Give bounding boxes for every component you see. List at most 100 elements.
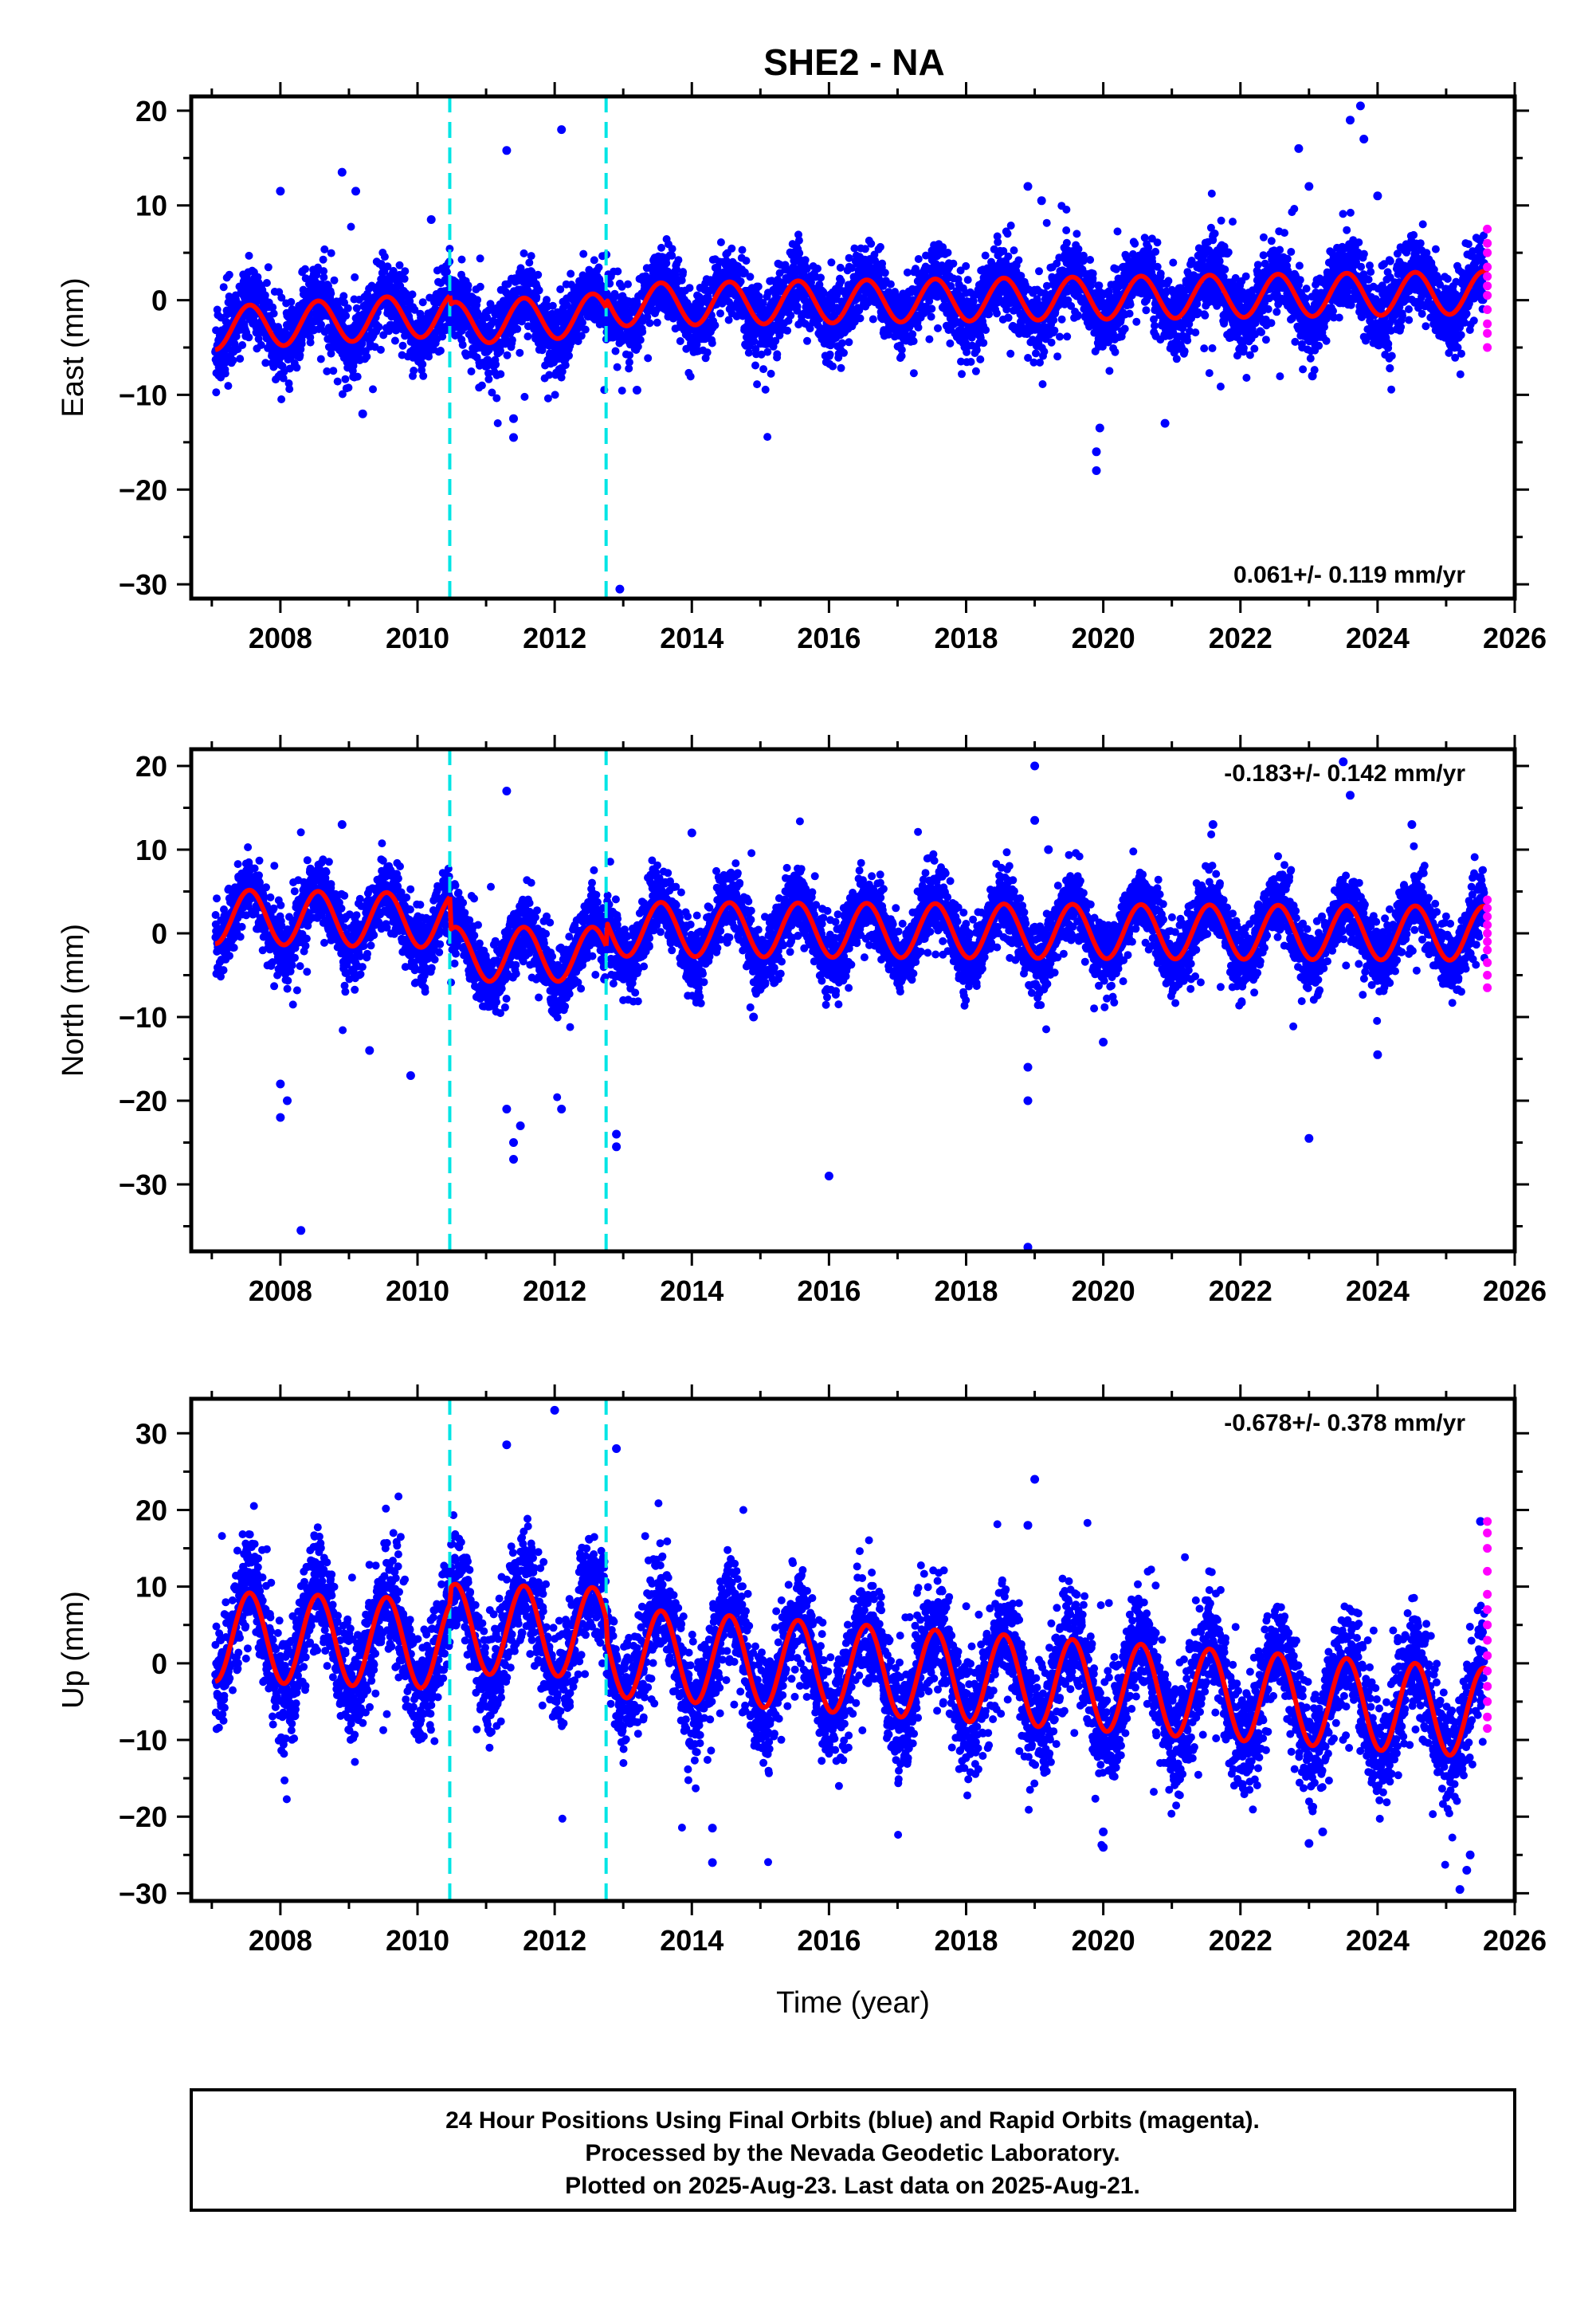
final-orbit-point — [754, 282, 763, 291]
final-orbit-point — [520, 249, 528, 257]
final-orbit-point — [527, 268, 536, 277]
final-orbit-point — [565, 351, 573, 360]
final-orbit-point — [224, 382, 233, 391]
final-orbit-point — [280, 367, 288, 376]
final-orbit-point — [395, 261, 404, 269]
final-orbit-point — [927, 304, 936, 313]
final-orbit-point — [285, 364, 294, 373]
final-orbit-point — [221, 369, 229, 378]
final-orbit-point — [993, 309, 1001, 318]
final-orbit-point — [269, 309, 278, 318]
final-orbit-point — [971, 367, 980, 375]
final-orbit-point — [668, 245, 676, 253]
final-orbit-point — [351, 273, 359, 281]
final-orbit-point — [825, 350, 834, 359]
final-orbit-point — [625, 358, 633, 367]
final-orbit-point — [1049, 316, 1058, 324]
final-orbit-point — [793, 302, 802, 311]
final-orbit-point — [341, 375, 350, 383]
final-orbit-point — [759, 365, 768, 374]
final-orbit-point — [927, 312, 935, 321]
final-orbit-point — [418, 360, 427, 368]
final-orbit-point — [535, 286, 543, 295]
final-orbit-point — [845, 338, 853, 347]
final-orbit-point — [829, 362, 837, 371]
final-orbit-point — [645, 319, 654, 328]
final-orbit-point — [287, 353, 296, 362]
final-orbit-point — [794, 236, 803, 245]
chart-title: SHE2 - NA — [763, 41, 944, 83]
final-orbit-point — [344, 383, 353, 392]
final-orbit-point — [1111, 348, 1120, 356]
final-orbit-point — [653, 318, 661, 327]
east-panel: 2008 2010 2012 2014 2016 2018 2020 2022 2024 2026… — [57, 82, 1547, 654]
final-orbit-point — [262, 279, 271, 287]
final-orbit-point — [1040, 348, 1049, 356]
final-orbit-point — [548, 301, 557, 310]
final-orbit-point — [557, 373, 566, 382]
final-orbit-point — [376, 345, 385, 354]
final-orbit-point — [385, 327, 394, 336]
final-orbit-point — [516, 348, 524, 357]
final-orbit-point — [783, 326, 792, 335]
final-orbit-point — [330, 276, 339, 285]
final-orbit-point — [958, 370, 966, 379]
final-orbit-point — [1072, 230, 1081, 238]
final-orbit-point — [353, 372, 362, 381]
final-orbit-point — [716, 309, 724, 318]
final-orbit-point — [277, 395, 286, 403]
final-orbit-point — [1053, 352, 1062, 361]
final-orbit-point — [473, 296, 482, 304]
final-orbit-point — [493, 419, 502, 427]
final-orbit-point — [503, 351, 512, 359]
final-orbit-point — [837, 339, 846, 348]
final-orbit-point — [676, 337, 684, 345]
final-orbit-point — [492, 360, 500, 369]
final-orbit-point — [508, 336, 516, 344]
final-orbit-point — [1156, 269, 1165, 278]
final-orbit-point — [545, 371, 554, 379]
final-orbit-point — [532, 293, 541, 301]
final-orbit-point — [558, 367, 567, 376]
final-orbit-point — [339, 292, 348, 300]
final-orbit-point — [876, 242, 884, 251]
final-orbit-point — [425, 352, 433, 361]
final-orbit-point — [277, 293, 286, 302]
final-orbit-point — [943, 249, 952, 257]
final-orbit-point — [238, 341, 247, 349]
final-orbit-point — [492, 394, 501, 403]
final-orbit-point — [406, 296, 414, 305]
final-orbit-point — [614, 267, 622, 276]
final-orbit-point — [445, 245, 454, 253]
final-orbit-point — [1151, 247, 1160, 256]
final-orbit-point — [279, 374, 288, 383]
final-orbit-point — [320, 245, 329, 253]
final-orbit-point — [320, 273, 328, 281]
final-orbit-point — [419, 371, 428, 380]
final-orbit-point — [577, 332, 586, 340]
final-orbit-point — [1057, 315, 1066, 324]
final-orbit-point — [878, 259, 887, 268]
final-orbit-point — [484, 369, 492, 378]
final-orbit-point — [925, 335, 934, 344]
final-orbit-point — [1153, 238, 1162, 247]
final-orbit-point — [1038, 380, 1047, 388]
final-orbit-point — [1172, 355, 1181, 363]
final-orbit-point — [347, 222, 355, 231]
final-orbit-point — [525, 258, 534, 267]
final-orbit-point — [751, 361, 759, 370]
final-orbit-point — [297, 340, 306, 348]
final-orbit-point — [982, 326, 990, 334]
final-orbit-point — [1062, 238, 1071, 247]
final-orbit-point — [795, 249, 804, 257]
final-orbit-point — [753, 380, 762, 389]
final-orbit-point — [527, 252, 535, 261]
final-orbit-point — [327, 349, 335, 358]
final-orbit-point — [1169, 258, 1178, 267]
final-orbit-point — [679, 268, 688, 277]
final-orbit-point — [476, 254, 484, 263]
final-orbit-point — [363, 352, 371, 361]
final-orbit-point — [581, 325, 590, 334]
final-orbit-point — [867, 239, 876, 248]
